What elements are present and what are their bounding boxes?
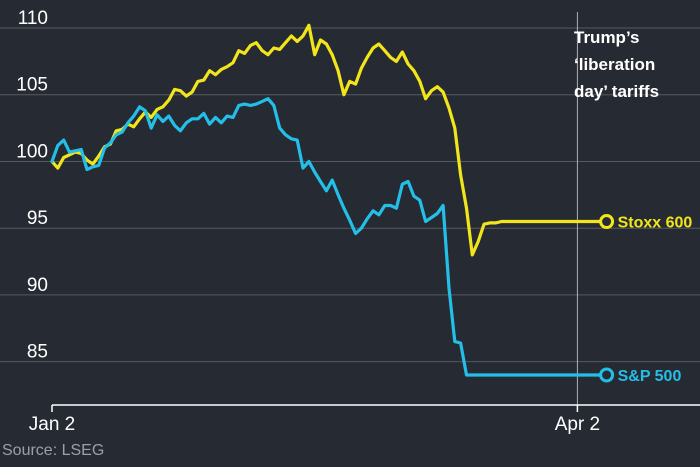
series-end-marker-sp <box>599 367 615 383</box>
y-tick-label: 110 <box>18 8 48 29</box>
source-note: Source: LSEG <box>2 442 104 459</box>
y-axis: 110 105 100 95 90 85 <box>16 8 48 363</box>
x-tick-label: Jan 2 <box>29 414 75 435</box>
series-label-sp: S&P 500 <box>618 368 682 385</box>
series-lines <box>50 23 609 377</box>
series-label-stoxx: Stoxx 600 <box>618 215 693 232</box>
y-tick-label: 105 <box>16 75 48 96</box>
annotation-line-3: day’ tariffs <box>574 82 659 101</box>
y-tick-label: 95 <box>27 208 48 229</box>
annotation-line-1: Trump’s <box>574 28 640 47</box>
annotation-line-2: ‘liberation <box>574 55 655 74</box>
series-end-labels: Stoxx 600 S&P 500 <box>599 214 693 385</box>
grid <box>0 27 700 363</box>
y-tick-label: 100 <box>16 141 48 162</box>
series-line-sp <box>50 97 609 377</box>
y-tick-label: 90 <box>27 275 48 296</box>
x-axis: Jan 2 Apr 2 <box>29 404 700 435</box>
series-line-stoxx <box>50 23 609 257</box>
series-end-marker-stoxx <box>599 214 615 230</box>
y-tick-label: 85 <box>27 342 48 363</box>
x-tick-label: Apr 2 <box>555 414 600 435</box>
